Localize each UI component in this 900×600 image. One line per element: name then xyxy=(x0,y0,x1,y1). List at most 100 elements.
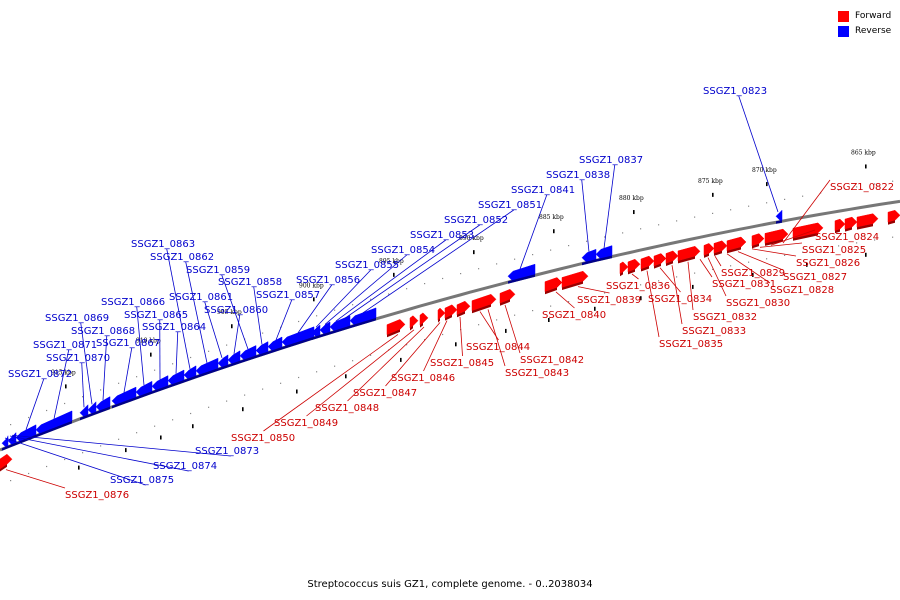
gene-label[interactable]: SSGZ1_0835 xyxy=(659,339,723,350)
gene-label[interactable]: SSGZ1_0825 xyxy=(802,245,866,256)
forward-gene-block[interactable] xyxy=(764,228,789,244)
gene-label[interactable]: SSGZ1_0840 xyxy=(542,310,606,321)
gene-label[interactable]: SSGZ1_0831 xyxy=(712,279,776,290)
forward-gene-block[interactable] xyxy=(677,246,701,262)
gene-label[interactable]: SSGZ1_0824 xyxy=(815,232,879,243)
forward-gene-block[interactable] xyxy=(437,307,446,321)
gene-label[interactable]: SSGZ1_0863 xyxy=(131,239,195,250)
gene-label[interactable]: SSGZ1_0836 xyxy=(606,281,670,292)
forward-gene-block[interactable] xyxy=(471,294,497,312)
forward-gene-block[interactable] xyxy=(386,319,406,336)
gene-label[interactable]: SSGZ1_0845 xyxy=(430,358,494,369)
forward-gene-block[interactable] xyxy=(653,253,667,267)
gene-label[interactable]: SSGZ1_0875 xyxy=(110,475,174,486)
forward-gene-block[interactable] xyxy=(499,289,516,304)
tick-label: 885 kbp xyxy=(539,214,564,221)
gene-label[interactable]: SSGZ1_0844 xyxy=(466,342,530,353)
gene-label[interactable]: SSGZ1_0828 xyxy=(770,285,834,296)
tick-label: 915 kbp xyxy=(51,369,76,376)
gene-label[interactable]: SSGZ1_0853 xyxy=(410,230,474,241)
gene-label[interactable]: SSGZ1_0822 xyxy=(830,182,894,193)
gene-label[interactable]: SSGZ1_0832 xyxy=(693,312,757,323)
gene-label[interactable]: SSGZ1_0855 xyxy=(335,260,399,271)
gene-label[interactable]: SSGZ1_0857 xyxy=(256,290,320,301)
forward-gene-block[interactable] xyxy=(792,222,824,239)
forward-gene-block[interactable] xyxy=(751,233,765,247)
gene-label[interactable]: SSGZ1_0870 xyxy=(46,353,110,364)
gene-label[interactable]: SSGZ1_0861 xyxy=(169,292,233,303)
forward-gene-block[interactable] xyxy=(844,216,858,230)
gene-label[interactable]: SSGZ1_0852 xyxy=(444,215,508,226)
legend-reverse[interactable]: Reverse xyxy=(838,24,898,38)
reverse-gene-block[interactable] xyxy=(775,209,783,222)
forward-gene-block-shade xyxy=(678,256,695,264)
forward-gene-block-shade xyxy=(765,239,783,246)
forward-tick-mark xyxy=(505,328,507,333)
gene-label[interactable]: SSGZ1_0874 xyxy=(153,461,217,472)
gene-label-leader xyxy=(577,286,610,294)
forward-gene-block[interactable] xyxy=(619,261,629,275)
gene-label[interactable]: SSGZ1_0867 xyxy=(96,338,160,349)
gene-label[interactable]: SSGZ1_0837 xyxy=(579,155,643,166)
gene-label[interactable]: SSGZ1_0871 xyxy=(33,340,97,351)
gene-label[interactable]: SSGZ1_0862 xyxy=(150,252,214,263)
forward-gene-block[interactable] xyxy=(887,210,900,223)
forward-gene-block[interactable] xyxy=(703,243,715,256)
gene-label[interactable]: SSGZ1_0850 xyxy=(231,433,295,444)
forward-gene-block[interactable] xyxy=(640,255,655,270)
reverse-gene-block-shade xyxy=(330,325,350,335)
gene-label[interactable]: SSGZ1_0826 xyxy=(796,258,860,269)
gene-label[interactable]: SSGZ1_0833 xyxy=(682,326,746,337)
gene-label[interactable]: SSGZ1_0872 xyxy=(8,369,72,380)
gene-label[interactable]: SSGZ1_0834 xyxy=(648,294,712,305)
gene-label[interactable]: SSGZ1_0823 xyxy=(703,86,767,97)
forward-gene-block[interactable] xyxy=(0,453,13,470)
reverse-gene-block[interactable] xyxy=(35,410,73,436)
forward-gene-block[interactable] xyxy=(665,250,679,264)
reverse-gene-block-shade xyxy=(184,375,196,383)
gene-label[interactable]: SSGZ1_0865 xyxy=(124,310,188,321)
gene-label[interactable]: SSGZ1_0843 xyxy=(505,368,569,379)
gene-label[interactable]: SSGZ1_0838 xyxy=(546,170,610,181)
gene-label[interactable]: SSGZ1_0839 xyxy=(577,295,641,306)
forward-gene-block[interactable] xyxy=(834,218,846,232)
gene-label[interactable]: SSGZ1_0876 xyxy=(65,490,129,501)
gene-label[interactable]: SSGZ1_0854 xyxy=(371,245,435,256)
forward-gene-block[interactable] xyxy=(409,315,419,329)
tick-label: 900 kbp xyxy=(299,282,324,289)
gene-label[interactable]: SSGZ1_0860 xyxy=(204,305,268,316)
forward-gene-block[interactable] xyxy=(726,236,747,252)
gene-label[interactable]: SSGZ1_0869 xyxy=(45,313,109,324)
gene-label[interactable]: SSGZ1_0858 xyxy=(218,277,282,288)
gene-label[interactable]: SSGZ1_0847 xyxy=(353,388,417,399)
forward-gene-block-shade xyxy=(420,322,423,328)
forward-gene-block[interactable] xyxy=(544,277,563,293)
forward-gene-block[interactable] xyxy=(561,270,589,288)
forward-gene-block[interactable] xyxy=(627,258,641,273)
forward-gene-block[interactable] xyxy=(419,312,429,326)
tick-mark xyxy=(150,352,152,357)
forward-gene-block[interactable] xyxy=(456,300,471,316)
gene-label[interactable]: SSGZ1_0842 xyxy=(520,355,584,366)
forward-gene-block[interactable] xyxy=(444,304,458,319)
tick-mark xyxy=(473,250,475,255)
gene-label[interactable]: SSGZ1_0873 xyxy=(195,446,259,457)
gene-label[interactable]: SSGZ1_0868 xyxy=(71,326,135,337)
tick-mark xyxy=(633,210,635,215)
forward-gene-block[interactable] xyxy=(713,240,728,254)
gene-label[interactable]: SSGZ1_0866 xyxy=(101,297,165,308)
legend-forward[interactable]: Forward xyxy=(838,9,898,23)
gene-label[interactable]: SSGZ1_0856 xyxy=(296,275,360,286)
gene-label[interactable]: SSGZ1_0829 xyxy=(721,268,785,279)
gene-label[interactable]: SSGZ1_0841 xyxy=(511,185,575,196)
gene-label[interactable]: SSGZ1_0848 xyxy=(315,403,379,414)
gene-label[interactable]: SSGZ1_0851 xyxy=(478,200,542,211)
gene-label[interactable]: SSGZ1_0827 xyxy=(783,272,847,283)
gene-label[interactable]: SSGZ1_0846 xyxy=(391,373,455,384)
gene-label[interactable]: SSGZ1_0864 xyxy=(142,322,206,333)
gene-label[interactable]: SSGZ1_0849 xyxy=(274,418,338,429)
gene-label[interactable]: SSGZ1_0830 xyxy=(726,298,790,309)
forward-gene-block[interactable] xyxy=(856,213,879,228)
gene-label[interactable]: SSGZ1_0859 xyxy=(186,265,250,276)
